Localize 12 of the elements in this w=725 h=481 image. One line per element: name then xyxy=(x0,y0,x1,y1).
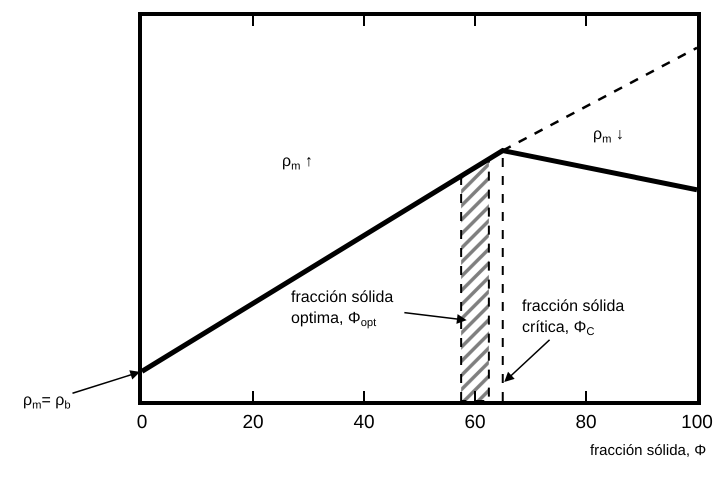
x-tick-label: 40 xyxy=(353,412,375,433)
x-tick-label: 20 xyxy=(242,412,264,433)
annotation: fracción sólida optima, Φ$_{opt}$ xyxy=(291,289,394,330)
annotation: ρ$_{m}$= ρ$_{b}$ xyxy=(23,392,71,412)
annotation: ρ$_{m}$ ↑ xyxy=(282,153,313,172)
annotation: ρ$_{m}$ ↓ xyxy=(593,126,624,146)
x-tick-label: 0 xyxy=(136,412,148,433)
x-tick-label: 80 xyxy=(575,412,597,433)
x-tick-label: 60 xyxy=(464,412,486,433)
annotation: fracción sólida crítica, Φ$_{C}$ xyxy=(522,298,624,338)
x-axis-title: fracción sólida, Φ xyxy=(590,442,706,459)
x-tick-label: 100 xyxy=(681,412,713,433)
